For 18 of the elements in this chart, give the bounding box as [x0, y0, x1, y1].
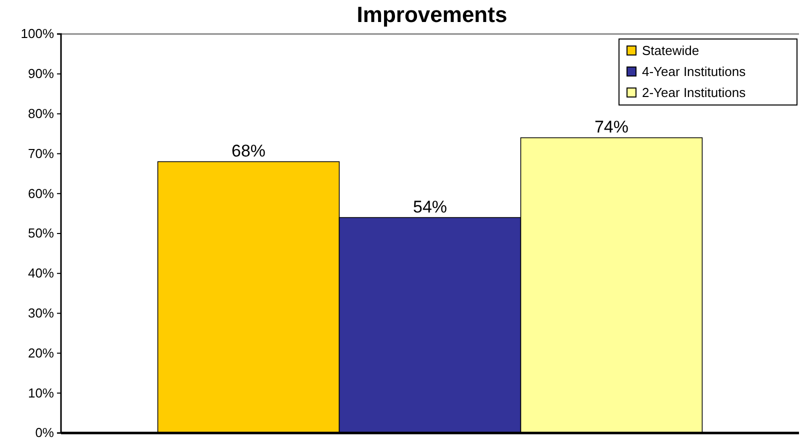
data-label: 74% — [594, 118, 628, 137]
y-tick-label: 80% — [28, 106, 54, 121]
y-tick-label: 50% — [28, 226, 54, 241]
data-label: 54% — [412, 198, 448, 217]
y-tick-label: 90% — [28, 66, 54, 82]
y-tick-label: 10% — [28, 385, 54, 400]
y-tick-label: 60% — [28, 186, 54, 201]
legend-label: 4-Year Institutions — [642, 64, 746, 79]
y-tick-label: 100% — [20, 26, 54, 42]
y-tick-label: 30% — [28, 305, 54, 320]
legend-label: Statewide — [642, 43, 700, 58]
y-tick-label: 40% — [28, 266, 54, 281]
y-tick-label: 0% — [35, 425, 54, 440]
data-label: 68% — [232, 142, 266, 161]
legend-label: 2-Year Institutions — [642, 85, 746, 100]
y-tick-label: 20% — [28, 345, 54, 360]
y-tick-label: 70% — [28, 146, 54, 161]
chart-title: Improvements — [356, 2, 508, 27]
